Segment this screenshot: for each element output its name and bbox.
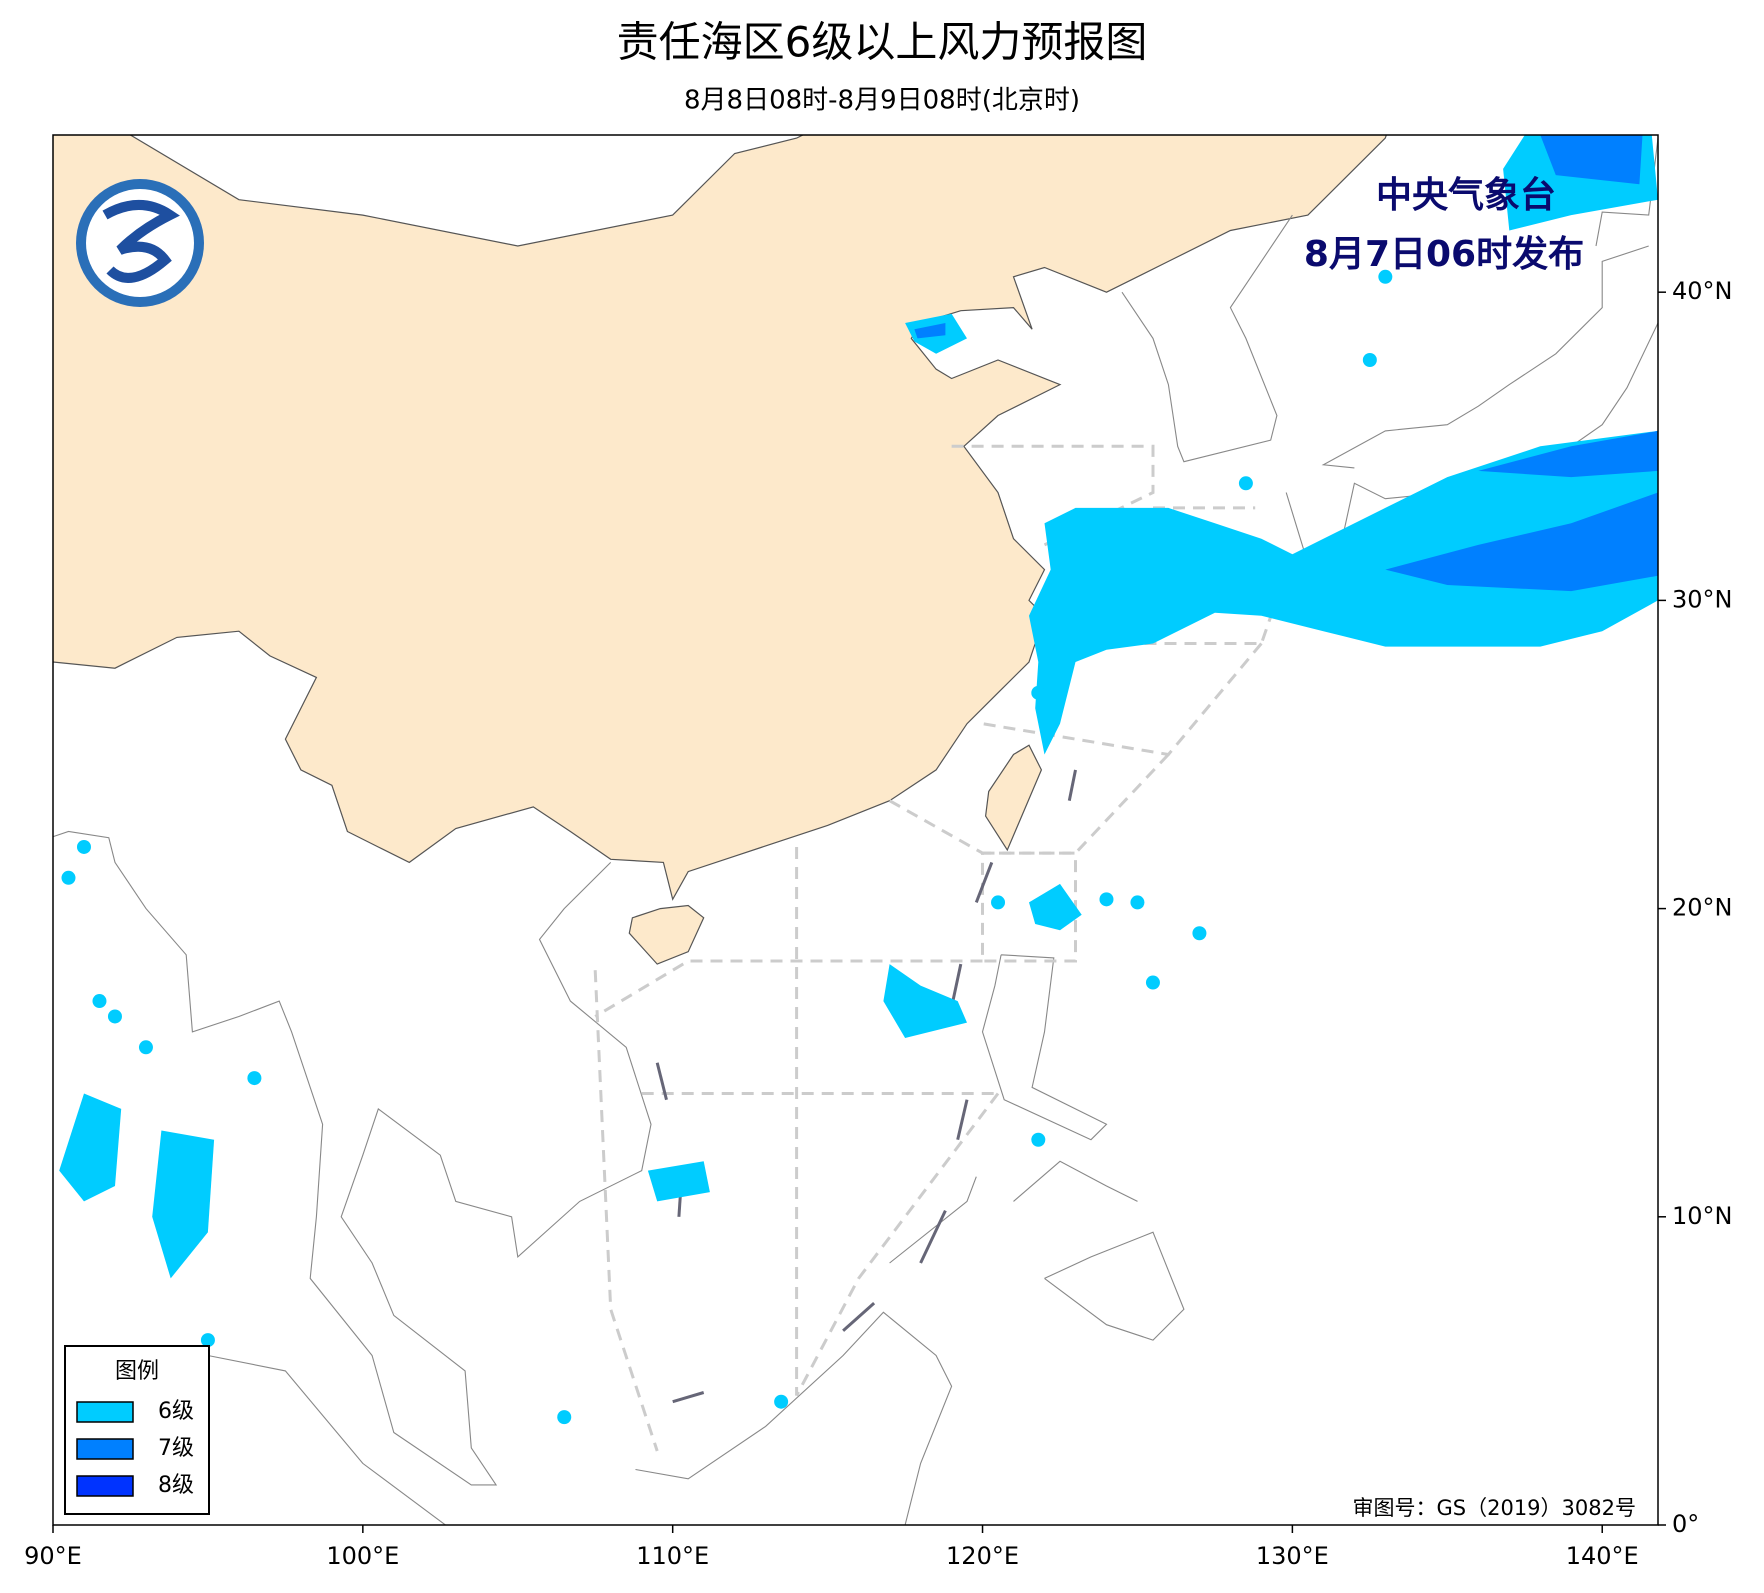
- y-tick-label: 40°N: [1672, 277, 1733, 305]
- x-tick-label: 130°E: [1256, 1542, 1329, 1570]
- nine-dash: [919, 1209, 947, 1264]
- x-tick-label: 110°E: [636, 1542, 709, 1570]
- map: [53, 135, 1658, 1525]
- nine-dash: [655, 1062, 668, 1101]
- wind-area: [883, 964, 967, 1038]
- wind-area: [152, 1130, 215, 1279]
- x-tick-label: 140°E: [1566, 1542, 1639, 1570]
- legend-title: 图例: [115, 1359, 159, 1384]
- wind-spot: [1378, 269, 1393, 284]
- sea-boundary: [795, 1092, 1000, 1397]
- wind-area: [1540, 135, 1643, 185]
- y-tick-label: 0°: [1672, 1510, 1699, 1538]
- approval: 审图号：GS（2019）3082号: [1353, 1496, 1637, 1520]
- sea-boundary: [981, 851, 1077, 963]
- subtitle: 8月8日08时-8月9日08时(北京时): [684, 86, 1080, 116]
- y-tick-label: 10°N: [1672, 1202, 1733, 1230]
- sea-boundary: [982, 753, 1170, 855]
- y-tick-label: 20°N: [1672, 894, 1733, 922]
- legend-swatch: [76, 1475, 134, 1497]
- nine-dash: [1067, 769, 1077, 801]
- coastline: [981, 954, 1108, 1141]
- wind-area: [914, 323, 946, 339]
- nine-dash: [974, 861, 994, 903]
- sea-boundary: [593, 970, 659, 1452]
- legend-label: 6级: [158, 1399, 194, 1424]
- sea-boundary: [982, 642, 1263, 757]
- logo: [76, 179, 204, 307]
- wind-spot: [1031, 1132, 1046, 1147]
- legend: 图例 6级 7级 8级: [64, 1345, 210, 1515]
- coastline: [1013, 1160, 1138, 1202]
- land-taiwan: [984, 744, 1043, 852]
- land-china: [53, 135, 1387, 901]
- y-tick-label: 30°N: [1672, 585, 1733, 613]
- title: 责任海区6级以上风力预报图: [617, 18, 1148, 67]
- wind-spot: [1031, 685, 1046, 700]
- wind-area: [647, 1161, 710, 1202]
- wind-spot: [774, 1394, 789, 1409]
- coastline: [53, 830, 652, 1486]
- map-frame: [52, 134, 1659, 1526]
- wind-area: [1385, 492, 1658, 592]
- wind-spot: [1192, 926, 1207, 941]
- coastline: [889, 1176, 977, 1264]
- wind-spot: [200, 1333, 215, 1348]
- sea-boundary: [594, 959, 983, 1018]
- x-tick-label: 90°E: [24, 1542, 82, 1570]
- wind-spot: [61, 870, 76, 885]
- wind-area: [1478, 430, 1658, 478]
- land-hainan: [628, 904, 705, 965]
- coastline: [1121, 214, 1293, 463]
- coastline: [207, 1354, 447, 1525]
- legend-swatch: [76, 1401, 134, 1423]
- issued-time: 8月7日06时发布: [1304, 234, 1584, 275]
- coastline: [635, 1311, 953, 1525]
- wind-spot: [1099, 892, 1114, 907]
- x-tick-label: 120°E: [946, 1542, 1019, 1570]
- wind-spot: [107, 1009, 122, 1024]
- wind-spot: [247, 1071, 262, 1086]
- sea-boundary: [888, 799, 984, 855]
- logo-mark: [102, 200, 180, 283]
- wind-spot: [1130, 895, 1145, 910]
- wind-spot: [1362, 352, 1377, 367]
- agency: 中央气象台: [1376, 175, 1556, 216]
- wind-spot: [991, 895, 1006, 910]
- wind-area: [1029, 883, 1082, 931]
- wind-spot: [92, 994, 107, 1009]
- nine-dash: [956, 1099, 969, 1141]
- legend-swatch: [76, 1438, 134, 1460]
- wind-area: [1029, 430, 1658, 755]
- wind-spot: [1238, 476, 1253, 491]
- coastline: [1321, 245, 1649, 469]
- coastline: [1044, 1231, 1185, 1341]
- wind-spot: [138, 1040, 153, 1055]
- legend-label: 7级: [158, 1436, 194, 1461]
- wind-spot: [1145, 975, 1160, 990]
- wind-area: [59, 1093, 122, 1202]
- wind-spot: [557, 1410, 572, 1425]
- nine-dash: [672, 1391, 705, 1404]
- nine-dash: [842, 1301, 876, 1332]
- x-tick-label: 100°E: [326, 1542, 399, 1570]
- wind-spot: [76, 839, 91, 854]
- legend-label: 8级: [158, 1473, 194, 1498]
